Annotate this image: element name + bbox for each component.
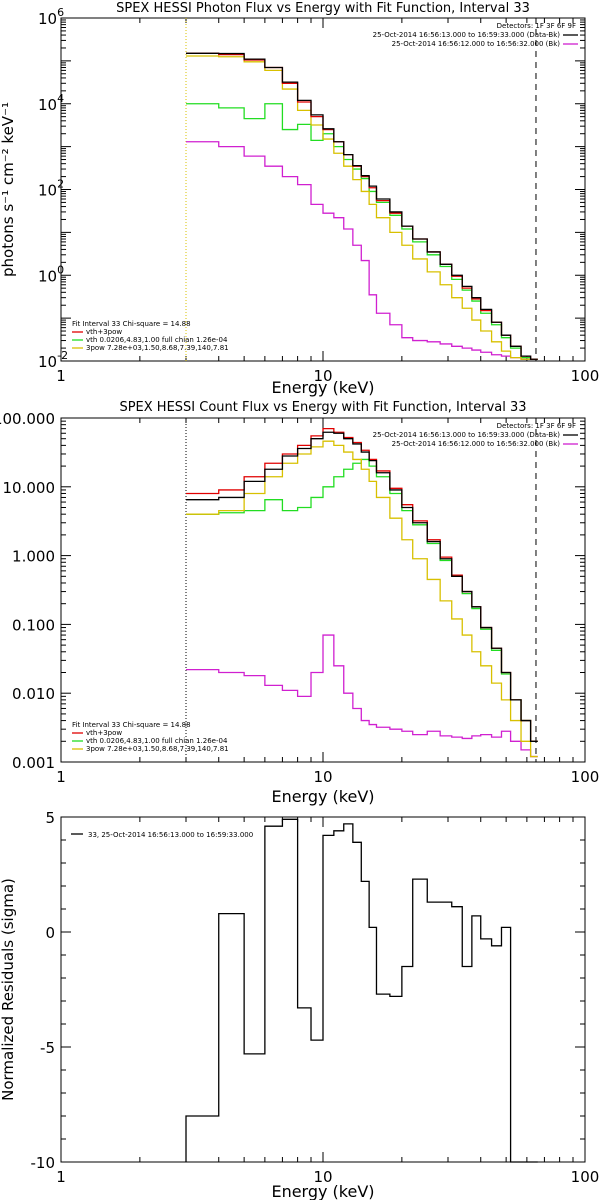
- legend-fit-entry: 3pow 7.28e+03,1.50,8.68,7.39,140,7.81: [86, 344, 229, 352]
- y-tick-base: 10: [38, 96, 57, 114]
- series-bk-line: [186, 634, 538, 758]
- legend-fit: Fit Interval 33 Chi-square = 14.88vth+3p…: [72, 721, 229, 753]
- legend-fit-entry: vth+3pow: [86, 729, 122, 737]
- y-tick-exponent: 4: [57, 92, 64, 105]
- y-tick-label: 0.010: [12, 685, 55, 703]
- y-tick-exponent: 0: [57, 263, 64, 276]
- legend-fit-interval: Fit Interval 33 Chi-square = 14.88: [72, 721, 191, 729]
- y-tick-label: 104: [38, 92, 64, 114]
- y-tick-base: 10: [38, 182, 57, 200]
- series-data-bk-line: [186, 431, 538, 742]
- y-tick-base: 10: [38, 10, 57, 28]
- legend-fit-interval: Fit Interval 33 Chi-square = 14.88: [72, 320, 191, 328]
- y-axis-label: photons s⁻¹ cm⁻² keV⁻¹: [0, 102, 17, 277]
- chart-title: SPEX HESSI Count Flux vs Energy with Fit…: [119, 400, 526, 415]
- x-tick-label: 1: [56, 367, 66, 385]
- series-vth-line: [186, 458, 538, 742]
- series-vth-line: [186, 103, 538, 360]
- legend-bk-entry: 25-Oct-2014 16:56:12.000 to 16:56:32.000…: [392, 440, 561, 448]
- series-bk-line: [186, 141, 538, 360]
- y-tick-label: 102: [38, 178, 64, 200]
- legend-data-entry: 25-Oct-2014 16:56:13.000 to 16:59:33.000…: [373, 431, 561, 439]
- legend-entry: 33, 25-Oct-2014 16:56:13.000 to 16:59:33…: [88, 831, 253, 839]
- series-vth-3pow-line: [186, 428, 538, 742]
- x-tick-label: 100: [571, 367, 600, 385]
- series-residuals-line: [185, 818, 538, 1163]
- legend-fit-entry: vth 0.0206,4.83,1.00 full chian 1.26e-04: [86, 737, 228, 745]
- legend-detectors: Detectors: 1F 3F 6F 9F: [497, 422, 576, 430]
- x-axis-label: Energy (keV): [271, 378, 374, 397]
- y-tick-exponent: -2: [57, 349, 68, 362]
- y-tick-label: 10.000: [3, 479, 56, 497]
- legend-fit-entry: vth 0.0206,4.83,1.00 full chian 1.26e-04: [86, 336, 228, 344]
- y-tick-label: 0: [45, 924, 55, 942]
- y-tick-label: 5: [45, 809, 55, 827]
- x-tick-label: 100: [571, 768, 600, 786]
- series-data-bk-line: [186, 52, 538, 360]
- y-tick-exponent: 6: [57, 6, 64, 19]
- y-tick-label: 106: [38, 6, 64, 28]
- plot-frame: [60, 17, 586, 362]
- legend-fit-entry: 3pow 7.28e+03,1.50,8.68,7.39,140,7.81: [86, 745, 229, 753]
- legend-bk-entry: 25-Oct-2014 16:56:12.000 to 16:56:32.000…: [392, 40, 561, 48]
- y-tick-base: 10: [38, 267, 57, 285]
- chart-panel-3: 1 10 100 -10 -5 0 5 Energy (keV) Normalized Resi…: [0, 809, 599, 1200]
- x-tick-label: 10: [313, 1168, 332, 1186]
- x-tick-label: 1: [56, 768, 66, 786]
- legend-top: 33, 25-Oct-2014 16:56:13.000 to 16:59:33…: [71, 831, 253, 839]
- y-tick-label: -5: [40, 1039, 55, 1057]
- y-axis-label: Normalized Residuals (sigma): [0, 878, 17, 1101]
- y-tick-base: 10: [38, 353, 57, 371]
- y-tick-label: 100: [38, 263, 64, 285]
- plot-frame: [60, 417, 586, 763]
- y-tick-label: 1.000: [12, 548, 55, 566]
- x-tick-label: 1: [56, 1168, 66, 1186]
- legend-fit: Fit Interval 33 Chi-square = 14.88vth+3p…: [72, 320, 229, 352]
- legend-fit-entry: vth+3pow: [86, 328, 122, 336]
- y-tick-label: 100.000: [0, 410, 55, 428]
- chart-title: SPEX HESSI Photon Flux vs Energy with Fi…: [116, 1, 530, 16]
- series-3pow-line: [186, 440, 538, 758]
- y-tick-label: 10-2: [38, 349, 68, 371]
- y-tick-exponent: 2: [57, 178, 64, 191]
- x-axis-label: Energy (keV): [271, 1182, 374, 1200]
- y-tick-label: 0.001: [12, 754, 55, 772]
- y-tick-label: 0.100: [12, 616, 55, 634]
- x-axis-label: Energy (keV): [271, 787, 374, 806]
- legend-data-entry: 25-Oct-2014 16:56:13.000 to 16:59:33.000…: [373, 31, 561, 39]
- y-tick-label: -10: [31, 1154, 56, 1172]
- legend-detectors: Detectors: 1F 3F 6F 9F: [497, 22, 576, 30]
- x-tick-label: 10: [313, 367, 332, 385]
- x-tick-label: 10: [313, 768, 332, 786]
- x-tick-label: 100: [571, 1168, 600, 1186]
- chart-panel-2: 1 10 100 0.001 0.010 0.100 1.000 10.000 100.000 S…: [0, 400, 599, 806]
